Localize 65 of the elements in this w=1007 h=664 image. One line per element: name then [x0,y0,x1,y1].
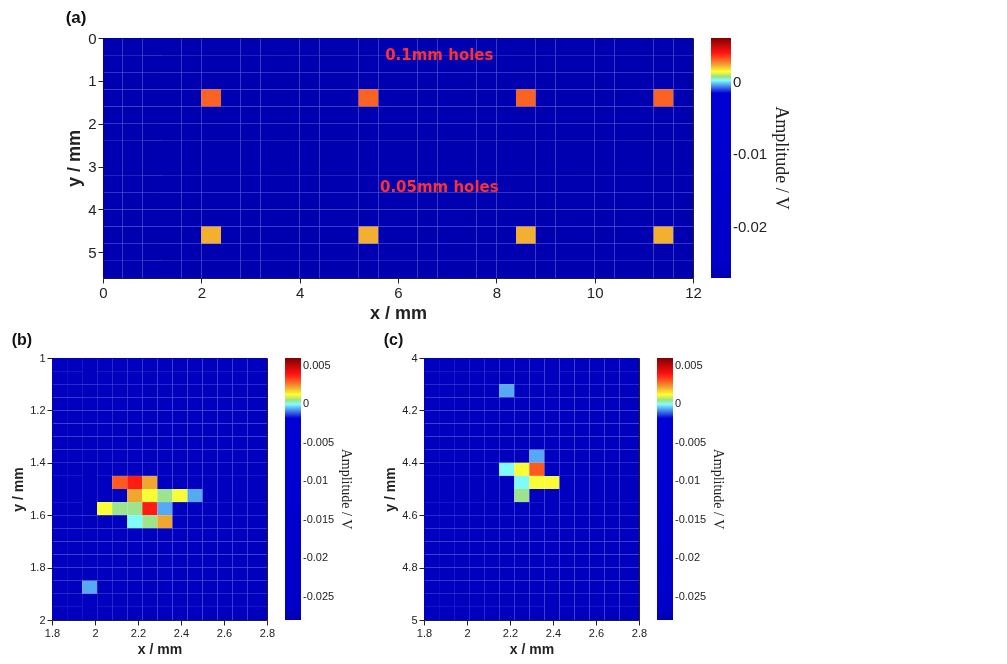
color-bar-label: -0.005 [303,435,335,448]
y-tick-label: 2 [88,115,97,133]
y-tick-label: 1 [88,72,97,90]
y-tick-label: 4 [88,200,97,218]
y-tick-label: 3 [88,158,97,176]
y-axis-title: y / mm [64,129,85,188]
color-bar-label: -0.01 [303,474,329,487]
y-tick-label: 1.6 [30,508,46,521]
color-bar-label: 0 [675,397,682,410]
x-tick-label: 12 [685,283,702,301]
y-axis-title: y / mm [10,467,27,512]
y-tick-label: 1.2 [30,403,46,416]
color-bar-label: -0.005 [675,435,707,448]
y-tick-label: 1 [39,351,46,364]
x-tick-label: 2.8 [631,626,648,639]
color-bar-title: Amplitude / V [772,106,792,210]
y-tick-label: 4.6 [402,508,418,521]
chart-title: (c) [383,331,404,348]
chart-title: (b) [11,331,33,348]
y-tick-label: 4.2 [402,403,418,416]
x-tick-label: 2.8 [259,626,276,639]
x-tick-label: 2.4 [545,626,562,639]
y-tick-label: 5 [411,613,418,626]
y-tick-label: 4 [411,351,418,364]
color-bar-title: Amplitude / V [711,448,726,530]
y-tick-label: 1.8 [30,561,46,574]
y-tick-label: 0 [88,29,97,47]
x-tick-label: 2.2 [502,626,519,639]
x-axis-title: x / mm [137,640,183,657]
color-bar-label: 0.005 [675,358,703,371]
color-bar-label: -0.02 [675,551,701,564]
x-tick-label: 10 [586,283,604,301]
x-tick-label: 4 [295,283,305,301]
y-tick-label: 4.4 [402,456,418,469]
color-bar-label: -0.015 [303,512,335,525]
color-bar-label: -0.01 [733,145,768,163]
x-tick-label: 6 [394,283,403,301]
x-tick-label: 2.6 [588,626,605,639]
color-bar-label: -0.025 [675,589,707,602]
color-bar-label: 0 [733,72,742,90]
x-tick-label: 2.2 [130,626,147,639]
color-bar-label: -0.02 [303,551,329,564]
x-axis-title: x / mm [509,640,555,657]
x-tick-label: 2.6 [216,626,233,639]
x-tick-label: 8 [492,283,502,301]
color-bar-label: -0.025 [303,589,335,602]
color-bar-label: -0.02 [733,218,768,236]
x-tick-label: 2.4 [173,626,190,639]
annotation: 0.1mm holes [385,45,494,64]
annotation: 0.05mm holes [379,177,499,196]
x-tick-label: 2 [464,626,471,639]
y-tick-label: 5 [88,243,97,261]
color-bar-label: 0.005 [303,358,331,371]
y-tick-label: 2 [39,613,46,626]
color-bar-label: 0 [303,397,310,410]
color-bar-label: -0.015 [675,512,707,525]
chart-title: (a) [65,8,87,27]
color-bar-title: Amplitude / V [339,448,354,530]
color-bar-label: -0.01 [675,474,701,487]
x-axis-title: x / mm [369,302,428,323]
x-tick-label: 0 [99,283,108,301]
y-tick-label: 4.8 [402,561,418,574]
x-tick-label: 2 [197,283,207,301]
y-tick-label: 1.4 [30,456,46,469]
y-axis-title: y / mm [382,467,399,512]
